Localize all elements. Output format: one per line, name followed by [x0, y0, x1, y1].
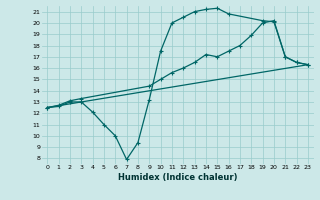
X-axis label: Humidex (Indice chaleur): Humidex (Indice chaleur) — [118, 173, 237, 182]
